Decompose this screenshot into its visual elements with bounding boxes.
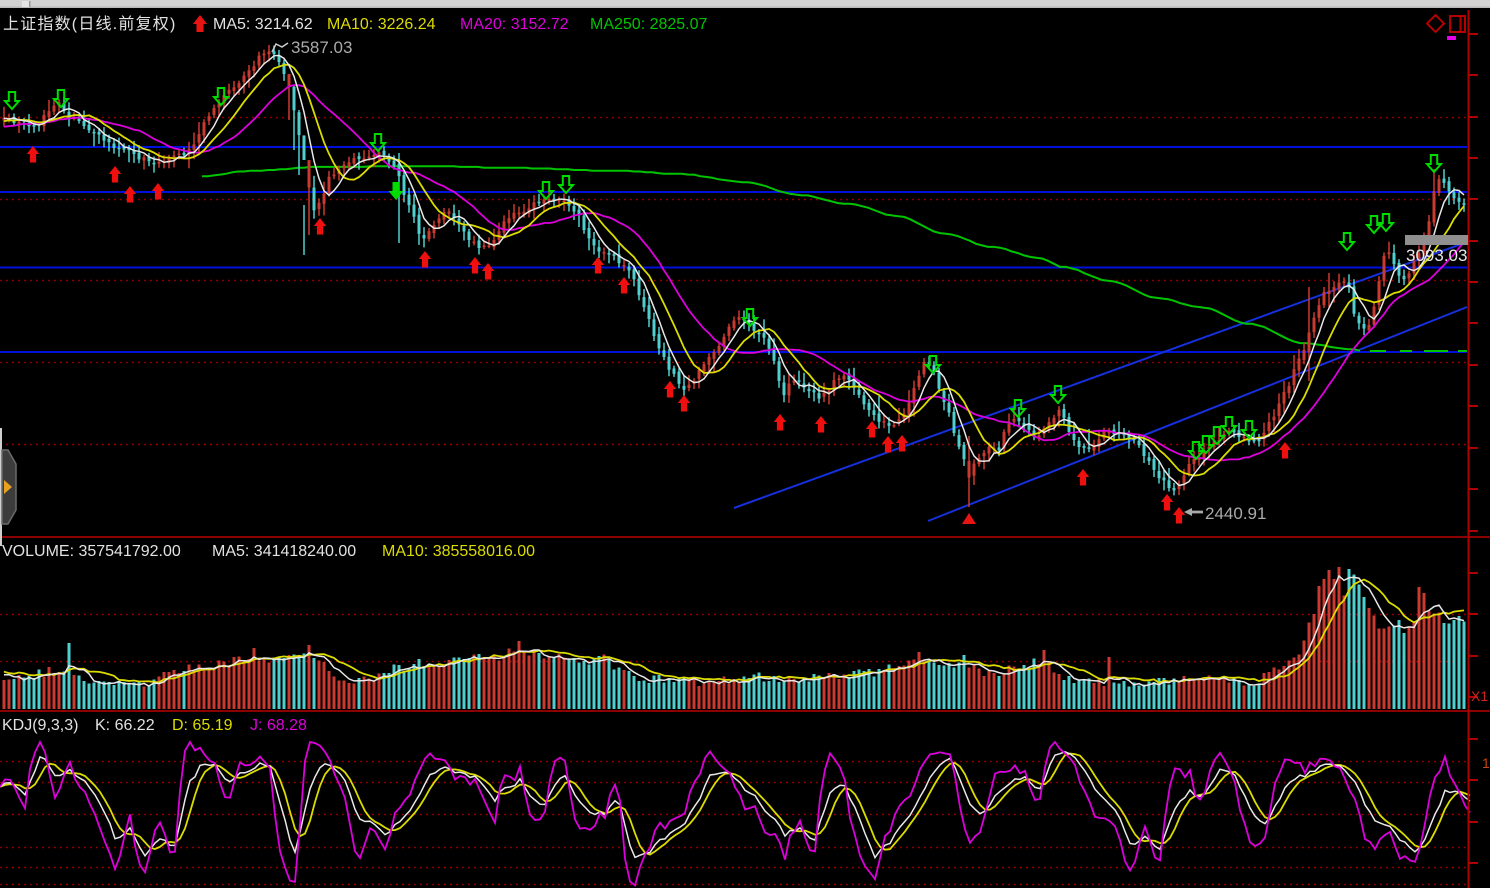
svg-text:MA5: 3214.62: MA5: 3214.62 [213,16,313,33]
svg-text:MA10: 3226.24: MA10: 3226.24 [327,16,436,33]
svg-text:KDJ(9,3,3): KDJ(9,3,3) [2,717,78,734]
svg-text:上证指数(日线.前复权): 上证指数(日线.前复权) [3,15,177,33]
svg-text:D: 65.19: D: 65.19 [172,717,233,734]
svg-text:K: 66.22: K: 66.22 [95,717,155,734]
svg-text:J: 68.28: J: 68.28 [250,717,307,734]
svg-text:3587.03: 3587.03 [291,38,352,57]
svg-text:MA250: 2825.07: MA250: 2825.07 [590,16,708,33]
svg-text:2440.91: 2440.91 [1205,504,1266,523]
svg-text:MA5: 341418240.00: MA5: 341418240.00 [212,543,356,560]
svg-text:MA20: 3152.72: MA20: 3152.72 [460,16,569,33]
svg-text:3093.03: 3093.03 [1406,246,1467,265]
svg-text:1: 1 [1482,755,1490,771]
svg-text:VOLUME: 357541792.00: VOLUME: 357541792.00 [2,543,181,560]
svg-text:MA10: 385558016.00: MA10: 385558016.00 [382,543,535,560]
svg-text:X1: X1 [1471,688,1488,704]
